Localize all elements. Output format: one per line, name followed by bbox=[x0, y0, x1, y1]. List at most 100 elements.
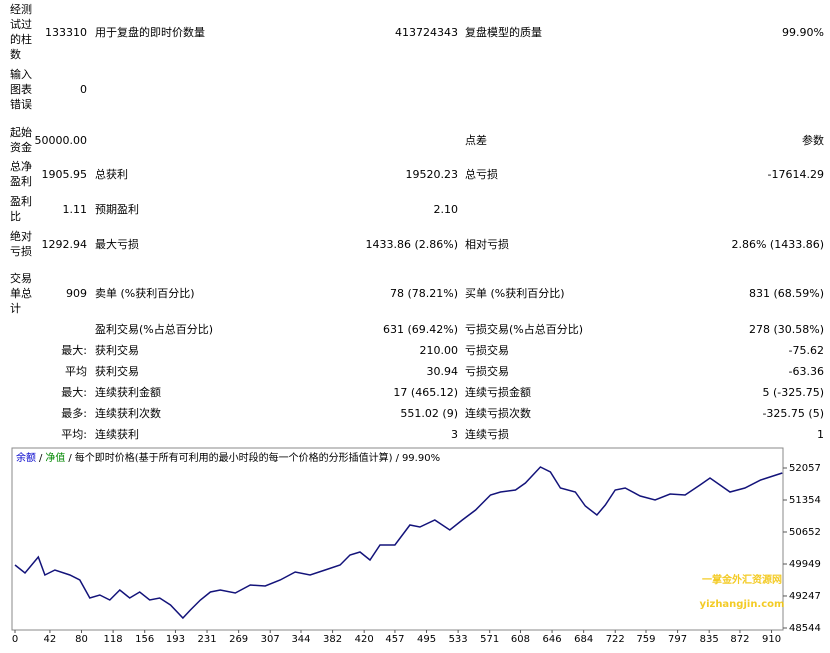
legend-item: 每个即时价格(基于所有可利用的最小时段的每一个价格的分形插值计算) bbox=[75, 451, 393, 464]
field-value: 1 bbox=[817, 427, 824, 441]
row-value: 最大: bbox=[61, 386, 87, 399]
x-tick-label: 231 bbox=[197, 634, 216, 645]
row-label-text: 输入图表错误 bbox=[10, 67, 32, 111]
field-value: -75.62 bbox=[788, 343, 824, 357]
field-label: 盈利交易(%占总百分比) bbox=[95, 323, 214, 336]
field-value: 2.10 bbox=[433, 202, 459, 216]
field-value: 551.02 (9) bbox=[400, 406, 458, 420]
field-value: 30.94 bbox=[426, 364, 459, 378]
x-tick-label: 80 bbox=[75, 634, 88, 645]
field-label: 亏损交易 bbox=[465, 344, 509, 357]
legend-separator: / bbox=[68, 453, 72, 464]
field-label: 亏损交易(%占总百分比) bbox=[465, 323, 584, 336]
x-tick-label: 646 bbox=[543, 634, 562, 645]
field-value: 3 bbox=[451, 427, 458, 441]
row-label-text: 盈利比 bbox=[10, 195, 32, 223]
x-tick-label: 269 bbox=[229, 634, 248, 645]
row-label: 经测试过的柱数 bbox=[10, 2, 36, 62]
row-value: 50000.00 bbox=[34, 133, 88, 147]
field-label: 点差 bbox=[465, 134, 487, 147]
field-label: 最大亏损 bbox=[95, 238, 139, 251]
watermark: 一掌金外汇资源网 bbox=[702, 573, 782, 586]
balance-line bbox=[14, 466, 783, 620]
field-label: 买单 (%获利百分比) bbox=[465, 287, 565, 300]
row-label-text: 起始资金 bbox=[10, 126, 32, 154]
field-value: 参数 bbox=[802, 134, 824, 147]
x-tick-label: 118 bbox=[104, 634, 123, 645]
x-tick-label: 457 bbox=[385, 634, 404, 645]
field-label: 用于复盘的即时价数量 bbox=[95, 26, 205, 39]
balance-chart: 48544 49247 49949 50652 51354 52057 0 42 80 118 15… bbox=[11, 447, 821, 645]
field-value: 17 (465.12) bbox=[393, 385, 458, 399]
field-value: 831 (68.59%) bbox=[748, 286, 824, 300]
row-value: 1905.95 bbox=[41, 167, 88, 181]
field-label: 连续获利 bbox=[95, 428, 139, 441]
row-label-text: 总净盈利 bbox=[10, 160, 32, 188]
field-value: -63.36 bbox=[788, 364, 824, 378]
legend-item: 净值 bbox=[45, 451, 65, 464]
x-tick-label: 684 bbox=[574, 634, 593, 645]
x-tick-label: 193 bbox=[166, 634, 185, 645]
field-label: 连续亏损 bbox=[465, 428, 509, 441]
row-label: 盈利比 bbox=[10, 193, 36, 225]
x-tick-label: 533 bbox=[449, 634, 468, 645]
legend-item: 余额 bbox=[16, 451, 36, 464]
x-tick-label: 42 bbox=[44, 634, 57, 645]
legend-item: 99.90% bbox=[402, 453, 440, 464]
x-tick-label: 156 bbox=[135, 634, 154, 645]
legend: 余额 / 净值 / 每个即时价格(基于所有可利用的最小时段的每一个价格的分形插值计算) /… bbox=[16, 451, 440, 464]
y-tick-label: 52057 bbox=[789, 463, 821, 474]
field-value: 413724343 bbox=[395, 25, 458, 39]
x-tick-label: 608 bbox=[511, 634, 530, 645]
row-label: 总净盈利 bbox=[10, 158, 36, 190]
row-value: 平均: bbox=[61, 428, 87, 441]
row-label-text: 经测试过的柱数 bbox=[10, 3, 32, 61]
field-value: -325.75 (5) bbox=[762, 406, 824, 420]
x-tick-label: 344 bbox=[291, 634, 310, 645]
x-tick-label: 495 bbox=[417, 634, 436, 645]
field-label: 获利交易 bbox=[95, 365, 139, 378]
field-label: 卖单 (%获利百分比) bbox=[95, 287, 195, 300]
legend-separator: / bbox=[39, 453, 43, 464]
field-value: 5 (-325.75) bbox=[762, 385, 824, 399]
field-label: 亏损交易 bbox=[465, 365, 509, 378]
field-label: 预期盈利 bbox=[95, 203, 139, 216]
field-value: 210.00 bbox=[419, 343, 459, 357]
field-label: 获利交易 bbox=[95, 344, 139, 357]
x-tick-label: 420 bbox=[355, 634, 374, 645]
row-label-text: 交易单总计 bbox=[10, 271, 32, 315]
y-tick-label: 49949 bbox=[789, 559, 821, 570]
field-value: 2.86% (1433.86) bbox=[731, 237, 824, 251]
y-tick-label: 48544 bbox=[789, 623, 821, 634]
field-label: 连续获利次数 bbox=[95, 407, 161, 420]
field-value: 278 (30.58%) bbox=[748, 322, 824, 336]
row-value: 0 bbox=[80, 82, 87, 96]
x-tick-label: 382 bbox=[323, 634, 342, 645]
field-value: 78 (78.21%) bbox=[389, 286, 458, 300]
row-value: 1.11 bbox=[62, 202, 88, 216]
watermark: yizhangjin.com bbox=[700, 599, 785, 610]
field-value: 99.90% bbox=[782, 25, 824, 39]
row-label: 交易单总计 bbox=[10, 270, 36, 316]
x-tick-label: 835 bbox=[700, 634, 719, 645]
field-value: 631 (69.42%) bbox=[382, 322, 458, 336]
field-label: 相对亏损 bbox=[465, 238, 509, 251]
field-label: 总获利 bbox=[95, 168, 128, 181]
x-tick-label: 0 bbox=[12, 634, 18, 645]
row-value: 最大: bbox=[61, 344, 87, 357]
x-tick-label: 722 bbox=[606, 634, 625, 645]
field-label: 连续亏损金额 bbox=[465, 386, 531, 399]
x-tick-label: 759 bbox=[636, 634, 655, 645]
y-tick-label: 49247 bbox=[789, 591, 821, 602]
row-label: 绝对亏损 bbox=[10, 228, 36, 260]
field-value: 1433.86 (2.86%) bbox=[365, 237, 458, 251]
row-value: 909 bbox=[66, 286, 87, 300]
legend-separator: / bbox=[396, 453, 400, 464]
y-tick-label: 51354 bbox=[789, 495, 821, 506]
row-value: 133310 bbox=[45, 25, 87, 39]
field-label: 复盘模型的质量 bbox=[465, 26, 542, 39]
x-tick-label: 307 bbox=[261, 634, 280, 645]
x-tick-label: 910 bbox=[762, 634, 781, 645]
plot-frame bbox=[11, 447, 784, 631]
